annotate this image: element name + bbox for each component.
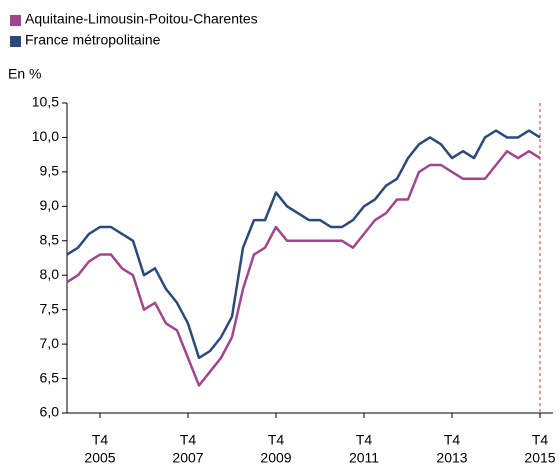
y-tick-label: 8,0 [40, 266, 60, 282]
x-tick-label: T4 [92, 432, 109, 448]
x-tick-label: T4 [356, 432, 373, 448]
y-tick-label: 10,0 [32, 128, 59, 144]
legend-label: Aquitaine-Limousin-Poitou-Charentes [25, 11, 258, 27]
y-axis-label: En % [8, 66, 41, 82]
x-tick-label: 2011 [349, 450, 379, 465]
x-tick-label: T4 [268, 432, 285, 448]
y-tick-label: 6,0 [40, 404, 60, 420]
y-tick-label: 7,5 [40, 300, 60, 316]
y-tick-label: 7,0 [40, 335, 60, 351]
x-tick-label: T4 [532, 432, 549, 448]
x-tick-label: 2009 [260, 450, 291, 465]
x-tick-label: 2015 [524, 450, 555, 465]
x-tick-label: T4 [444, 432, 461, 448]
series-line [66, 149, 541, 387]
x-tick-label: 2007 [172, 450, 203, 465]
y-tick-label: 10,5 [32, 94, 59, 110]
y-tick-label: 6,5 [40, 369, 60, 385]
x-tick-label: 2013 [436, 450, 467, 465]
legend-swatch [10, 15, 21, 26]
y-tick-label: 9,5 [40, 163, 60, 179]
y-tick-label: 9,0 [40, 197, 60, 213]
y-tick-label: 8,5 [40, 231, 60, 247]
x-tick-label: 2005 [84, 450, 115, 465]
legend-swatch [10, 36, 21, 47]
x-tick-label: T4 [180, 432, 197, 448]
legend-label: France métropolitaine [25, 32, 161, 48]
series-line [66, 129, 541, 360]
